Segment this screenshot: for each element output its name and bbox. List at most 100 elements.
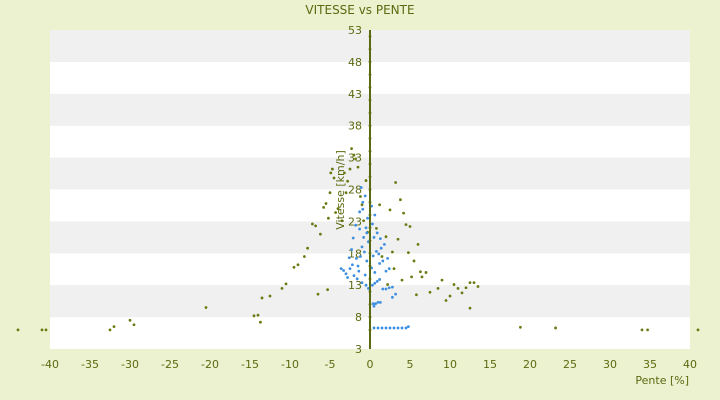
data-point	[375, 231, 379, 235]
data-point	[640, 328, 644, 332]
x-tick-label: 25	[563, 358, 577, 371]
data-point	[346, 276, 349, 279]
data-point	[376, 301, 380, 304]
data-point	[407, 325, 410, 329]
data-point	[358, 210, 361, 214]
x-tick-label: 20	[523, 358, 537, 371]
data-point	[412, 259, 416, 263]
data-point	[391, 250, 394, 254]
x-tick-label: 15	[483, 358, 497, 371]
data-point	[108, 328, 112, 332]
data-point	[357, 269, 361, 273]
data-point	[436, 286, 440, 290]
data-point	[373, 213, 377, 217]
data-point	[348, 267, 352, 271]
x-tick-label: 40	[683, 358, 697, 371]
data-point	[408, 225, 412, 228]
data-point	[387, 267, 391, 271]
x-tick-label: -40	[41, 358, 59, 371]
y-tick-labels: 38131823283338434853	[348, 24, 362, 356]
data-point	[419, 270, 422, 274]
data-point	[472, 281, 476, 285]
data-point	[391, 285, 394, 289]
x-tick-labels: -40 -35 -30 -25 -20 -15 -10 -5 0 5 10 15 20 25 30 35 40	[41, 358, 697, 371]
data-point	[444, 299, 448, 302]
data-point	[358, 227, 361, 231]
data-point	[351, 263, 354, 267]
data-point	[256, 313, 260, 317]
data-point	[407, 251, 410, 255]
data-point	[384, 269, 388, 273]
data-point	[327, 216, 330, 220]
data-point	[361, 200, 365, 204]
data-point	[132, 323, 136, 327]
data-point	[456, 286, 460, 290]
data-point	[386, 257, 389, 260]
data-point	[388, 208, 392, 212]
data-point	[468, 306, 472, 310]
data-point	[303, 255, 306, 258]
data-point	[375, 279, 379, 283]
data-point	[344, 272, 348, 276]
data-point	[359, 186, 363, 189]
data-point	[360, 203, 364, 207]
x-tick-label: 10	[443, 358, 457, 371]
data-point	[347, 256, 351, 260]
data-point	[392, 326, 396, 330]
data-point	[392, 267, 396, 271]
data-point	[646, 328, 649, 332]
data-point	[424, 271, 428, 274]
x-tick-label: -5	[325, 358, 336, 371]
data-point	[354, 157, 357, 161]
data-point	[314, 224, 317, 228]
data-point	[342, 269, 345, 272]
data-point	[352, 153, 356, 157]
data-point	[362, 235, 365, 239]
data-point	[373, 271, 377, 274]
data-point	[396, 237, 400, 241]
data-point	[476, 285, 480, 288]
x-tick-label: 5	[407, 358, 414, 371]
data-point	[340, 219, 344, 223]
data-point	[376, 326, 380, 330]
data-point	[374, 302, 377, 306]
data-point	[420, 275, 424, 279]
y-tick-label: 8	[355, 311, 362, 324]
data-point	[268, 294, 272, 298]
data-point	[365, 231, 369, 235]
data-point	[375, 227, 378, 230]
data-point	[350, 147, 353, 151]
x-tick-label: 0	[367, 358, 374, 371]
data-point	[363, 194, 367, 198]
x-tick-label: 30	[603, 358, 617, 371]
data-point	[378, 262, 381, 265]
data-point	[371, 254, 375, 258]
data-point	[16, 328, 20, 332]
data-point	[364, 283, 368, 287]
x-tick-label: -15	[241, 358, 259, 371]
data-point	[377, 252, 381, 256]
data-point	[252, 314, 256, 318]
data-point	[402, 211, 405, 215]
data-point	[464, 286, 468, 290]
data-point	[329, 171, 333, 175]
data-point	[378, 203, 381, 207]
y-tick-label: 13	[348, 279, 362, 292]
data-point	[415, 293, 418, 297]
data-point	[326, 288, 329, 292]
data-point	[381, 259, 385, 263]
data-point	[384, 326, 388, 330]
data-point	[356, 264, 360, 268]
data-point	[128, 318, 132, 322]
data-point	[379, 301, 382, 304]
data-point	[404, 223, 408, 226]
data-point	[334, 211, 337, 214]
data-point	[380, 326, 384, 330]
data-point	[440, 278, 444, 282]
data-point	[360, 281, 364, 285]
data-point	[468, 281, 472, 285]
data-point	[363, 250, 366, 254]
data-point	[359, 195, 362, 198]
y-axis-label: Vitesse [km/h]	[334, 150, 347, 230]
x-tick-label: -30	[121, 358, 139, 371]
